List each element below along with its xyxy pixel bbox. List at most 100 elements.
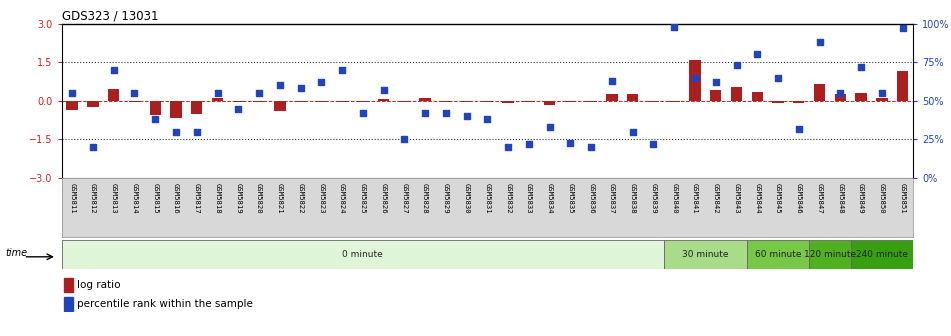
Text: GSM5840: GSM5840 bbox=[671, 183, 677, 213]
Point bbox=[126, 90, 142, 96]
Bar bbox=[295, 101, 306, 102]
Bar bbox=[689, 59, 701, 101]
Bar bbox=[809, 240, 851, 269]
Text: GSM5823: GSM5823 bbox=[319, 183, 324, 213]
Bar bbox=[730, 87, 742, 101]
Point bbox=[874, 90, 889, 96]
Point bbox=[688, 75, 703, 80]
Bar bbox=[586, 101, 597, 102]
Text: GSM5831: GSM5831 bbox=[484, 183, 491, 213]
Bar bbox=[772, 101, 784, 103]
Point bbox=[314, 80, 329, 85]
Bar bbox=[274, 101, 285, 111]
Text: GSM5847: GSM5847 bbox=[817, 183, 823, 213]
Point bbox=[438, 111, 454, 116]
Text: GSM5820: GSM5820 bbox=[256, 183, 262, 213]
Bar bbox=[606, 94, 617, 101]
Point bbox=[65, 90, 80, 96]
Text: GSM5830: GSM5830 bbox=[464, 183, 470, 213]
Point bbox=[107, 67, 122, 73]
Text: GDS323 / 13031: GDS323 / 13031 bbox=[62, 9, 158, 23]
Bar bbox=[316, 101, 327, 102]
Point bbox=[479, 117, 495, 122]
Point bbox=[356, 111, 371, 116]
Point bbox=[853, 64, 868, 70]
Text: GSM5832: GSM5832 bbox=[505, 183, 511, 213]
Point bbox=[417, 111, 433, 116]
Text: GSM5839: GSM5839 bbox=[650, 183, 656, 213]
Bar bbox=[440, 101, 452, 102]
Text: GSM5811: GSM5811 bbox=[69, 183, 75, 213]
Bar bbox=[419, 98, 431, 101]
Point bbox=[584, 144, 599, 150]
Text: GSM5818: GSM5818 bbox=[215, 183, 221, 213]
Bar bbox=[664, 240, 747, 269]
Point bbox=[646, 141, 661, 147]
Text: percentile rank within the sample: percentile rank within the sample bbox=[77, 299, 253, 308]
Point bbox=[500, 144, 515, 150]
Bar bbox=[751, 92, 763, 101]
Text: GSM5812: GSM5812 bbox=[90, 183, 96, 213]
Text: GSM5842: GSM5842 bbox=[712, 183, 719, 213]
Bar bbox=[523, 101, 534, 102]
Bar bbox=[108, 89, 120, 101]
Point bbox=[791, 126, 806, 131]
Text: GSM5827: GSM5827 bbox=[401, 183, 407, 213]
Point bbox=[833, 90, 848, 96]
Text: GSM5819: GSM5819 bbox=[235, 183, 242, 213]
Text: GSM5838: GSM5838 bbox=[630, 183, 635, 213]
Point bbox=[542, 124, 557, 130]
Text: time: time bbox=[5, 248, 27, 258]
Bar bbox=[212, 98, 223, 101]
Text: GSM5837: GSM5837 bbox=[609, 183, 615, 213]
Text: GSM5828: GSM5828 bbox=[422, 183, 428, 213]
Text: GSM5851: GSM5851 bbox=[900, 183, 905, 213]
Bar bbox=[851, 240, 913, 269]
Bar bbox=[253, 101, 264, 102]
Point bbox=[293, 86, 308, 91]
Text: GSM5817: GSM5817 bbox=[194, 183, 200, 213]
Bar bbox=[67, 101, 78, 110]
Point bbox=[521, 141, 536, 147]
Point bbox=[147, 117, 163, 122]
Text: GSM5813: GSM5813 bbox=[110, 183, 117, 213]
Bar bbox=[747, 240, 809, 269]
Text: GSM5845: GSM5845 bbox=[775, 183, 781, 213]
Bar bbox=[191, 101, 203, 114]
Point bbox=[231, 106, 246, 111]
Bar bbox=[855, 93, 866, 101]
Point bbox=[604, 78, 619, 83]
Text: GSM5841: GSM5841 bbox=[692, 183, 698, 213]
Text: GSM5844: GSM5844 bbox=[754, 183, 760, 213]
Point bbox=[86, 144, 101, 150]
Point bbox=[272, 83, 287, 88]
Bar bbox=[648, 101, 659, 102]
Bar bbox=[710, 90, 722, 101]
Bar bbox=[233, 101, 244, 102]
Bar bbox=[65, 278, 72, 292]
Point bbox=[749, 52, 765, 57]
Point bbox=[397, 137, 412, 142]
Bar bbox=[793, 101, 805, 102]
Text: GSM5843: GSM5843 bbox=[733, 183, 740, 213]
Text: GSM5834: GSM5834 bbox=[547, 183, 553, 213]
Bar bbox=[897, 71, 908, 101]
Point bbox=[812, 39, 827, 45]
Text: GSM5835: GSM5835 bbox=[568, 183, 573, 213]
Bar bbox=[876, 98, 887, 101]
Bar bbox=[170, 101, 182, 118]
Text: GSM5824: GSM5824 bbox=[340, 183, 345, 213]
Text: GSM5850: GSM5850 bbox=[879, 183, 884, 213]
Bar bbox=[62, 240, 664, 269]
Point bbox=[168, 129, 184, 134]
Text: GSM5836: GSM5836 bbox=[588, 183, 594, 213]
Text: GSM5833: GSM5833 bbox=[526, 183, 532, 213]
Point bbox=[770, 75, 786, 80]
Point bbox=[667, 24, 682, 29]
Bar bbox=[814, 84, 825, 101]
Point bbox=[335, 67, 350, 73]
Bar bbox=[65, 297, 72, 311]
Text: 240 minute: 240 minute bbox=[856, 250, 908, 259]
Point bbox=[625, 129, 640, 134]
Point bbox=[728, 62, 744, 68]
